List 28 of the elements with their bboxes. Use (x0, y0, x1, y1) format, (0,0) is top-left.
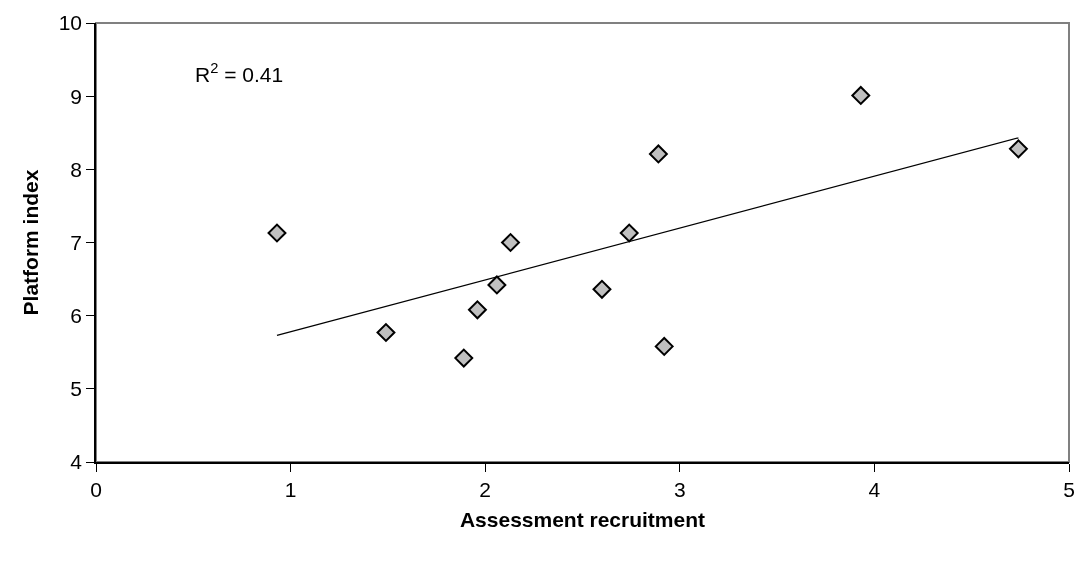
y-tick-label: 8 (70, 157, 83, 181)
point (648, 144, 668, 164)
x-tick-label: 3 (673, 477, 686, 501)
y-tick-label: 6 (70, 304, 83, 328)
x-tick-label: 4 (868, 477, 881, 501)
point (376, 323, 396, 342)
y-tick-label: 4 (70, 450, 83, 474)
point (487, 275, 507, 295)
point (851, 85, 871, 105)
x-axis-title: Assessment recruitment (459, 507, 706, 531)
point (501, 233, 520, 252)
y-tick-label: 5 (70, 377, 83, 401)
point (592, 279, 612, 299)
y-tick-label: 7 (70, 230, 83, 254)
x-tick-label: 1 (284, 477, 297, 501)
point (654, 336, 674, 356)
y-tick-label: 10 (58, 11, 83, 35)
x-tick-label: 2 (479, 477, 492, 501)
x-tick-label: 5 (1063, 477, 1075, 501)
point (467, 300, 487, 320)
y-axis-title: Platform index (19, 169, 43, 316)
x-tick-label: 0 (90, 477, 102, 501)
point (267, 223, 287, 243)
point (454, 348, 474, 368)
point (619, 223, 639, 243)
y-tick-label: 9 (70, 84, 83, 108)
annotation: R$^{2}$ = 0.41 (195, 60, 284, 86)
point (1008, 139, 1028, 159)
